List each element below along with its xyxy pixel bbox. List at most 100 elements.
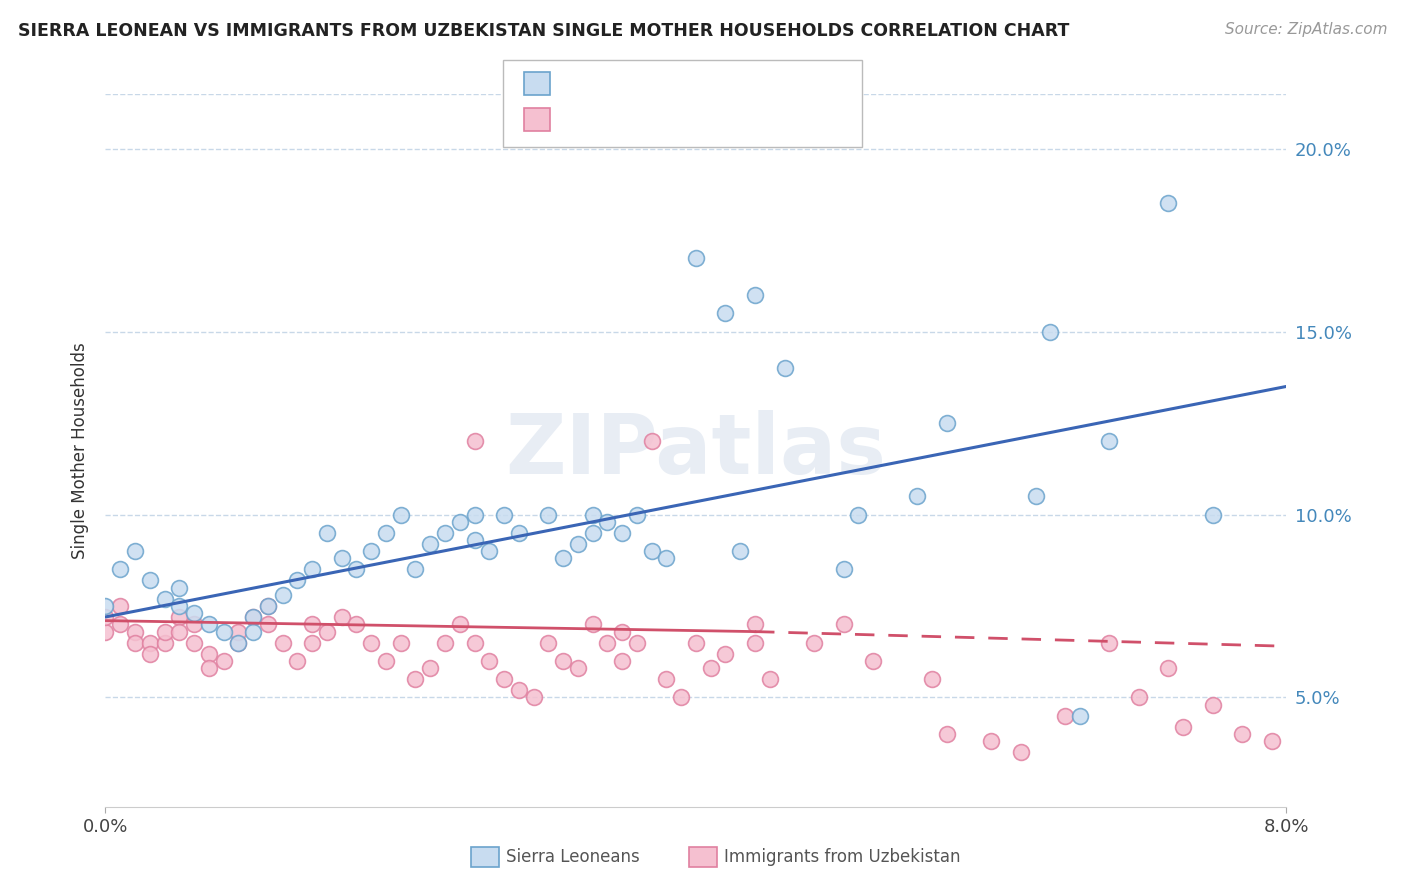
Point (508, 525, 530, 540)
Point (671, 690, 693, 705)
Point (685, 252, 707, 266)
Point (537, 635, 560, 649)
Text: R =: R = (561, 111, 598, 128)
Point (405, 562, 427, 576)
Point (582, 525, 605, 540)
Point (346, 617, 368, 632)
Text: 0.349: 0.349 (603, 75, 659, 93)
Point (183, 607, 205, 621)
Point (315, 525, 337, 540)
Point (537, 508, 560, 522)
Point (169, 610, 191, 624)
Point (124, 544, 146, 558)
Point (567, 661, 589, 675)
Point (94, 610, 117, 624)
Point (803, 635, 825, 649)
Point (846, 508, 869, 522)
Text: N = 57: N = 57 (668, 75, 735, 93)
Point (936, 416, 959, 430)
Point (138, 635, 162, 649)
Point (360, 544, 382, 558)
Point (1098, 635, 1121, 649)
Point (862, 654, 884, 668)
Point (492, 672, 515, 686)
Point (228, 635, 250, 649)
Text: Immigrants from Uzbekistan: Immigrants from Uzbekistan (724, 848, 960, 866)
Point (612, 654, 634, 668)
Point (832, 562, 855, 576)
Point (1024, 489, 1046, 503)
Point (1157, 661, 1180, 675)
Point (612, 624, 634, 639)
Point (315, 624, 337, 639)
Point (169, 599, 191, 613)
Point (759, 672, 782, 686)
Text: N = 76: N = 76 (668, 111, 735, 128)
Point (1069, 708, 1091, 723)
Point (1128, 690, 1150, 705)
Point (301, 617, 323, 632)
Point (626, 635, 648, 649)
Point (389, 635, 412, 649)
Point (832, 617, 855, 632)
Point (1157, 196, 1180, 211)
Point (596, 635, 619, 649)
Point (124, 624, 146, 639)
Point (464, 508, 486, 522)
Point (287, 654, 309, 668)
Point (1010, 745, 1032, 759)
Point (1201, 698, 1223, 712)
Point (183, 617, 205, 632)
Point (228, 635, 250, 649)
Point (433, 635, 456, 649)
Point (553, 551, 575, 566)
Point (612, 525, 634, 540)
Point (478, 654, 501, 668)
Point (464, 635, 486, 649)
Point (110, 617, 132, 632)
Text: SIERRA LEONEAN VS IMMIGRANTS FROM UZBEKISTAN SINGLE MOTHER HOUSEHOLDS CORRELATIO: SIERRA LEONEAN VS IMMIGRANTS FROM UZBEKI… (18, 22, 1070, 40)
Point (374, 525, 398, 540)
Text: Source: ZipAtlas.com: Source: ZipAtlas.com (1225, 22, 1388, 37)
Text: -0.048: -0.048 (603, 111, 668, 128)
Point (212, 654, 235, 668)
Point (271, 588, 294, 602)
Point (1054, 708, 1077, 723)
Point (492, 508, 515, 522)
Point (212, 624, 235, 639)
Point (346, 562, 368, 576)
Point (257, 599, 280, 613)
Point (242, 610, 264, 624)
Point (685, 635, 707, 649)
Point (124, 635, 146, 649)
Point (980, 734, 1002, 748)
Point (582, 508, 605, 522)
Point (478, 544, 501, 558)
Point (138, 574, 162, 588)
Point (626, 508, 648, 522)
Point (110, 562, 132, 576)
Point (744, 617, 766, 632)
Point (330, 610, 353, 624)
Point (464, 533, 486, 548)
Point (1232, 727, 1254, 741)
Point (921, 672, 943, 686)
Point (301, 635, 323, 649)
Point (287, 574, 309, 588)
Point (360, 635, 382, 649)
Point (1039, 325, 1062, 339)
Point (389, 508, 412, 522)
Point (405, 672, 427, 686)
Point (110, 599, 132, 613)
Point (508, 683, 530, 698)
Point (183, 635, 205, 649)
Point (1261, 734, 1284, 748)
Point (242, 624, 264, 639)
Point (744, 288, 766, 302)
Point (714, 647, 737, 661)
Point (700, 661, 723, 675)
Point (1171, 720, 1194, 734)
Point (714, 306, 737, 320)
Point (641, 544, 664, 558)
Point (169, 581, 191, 595)
